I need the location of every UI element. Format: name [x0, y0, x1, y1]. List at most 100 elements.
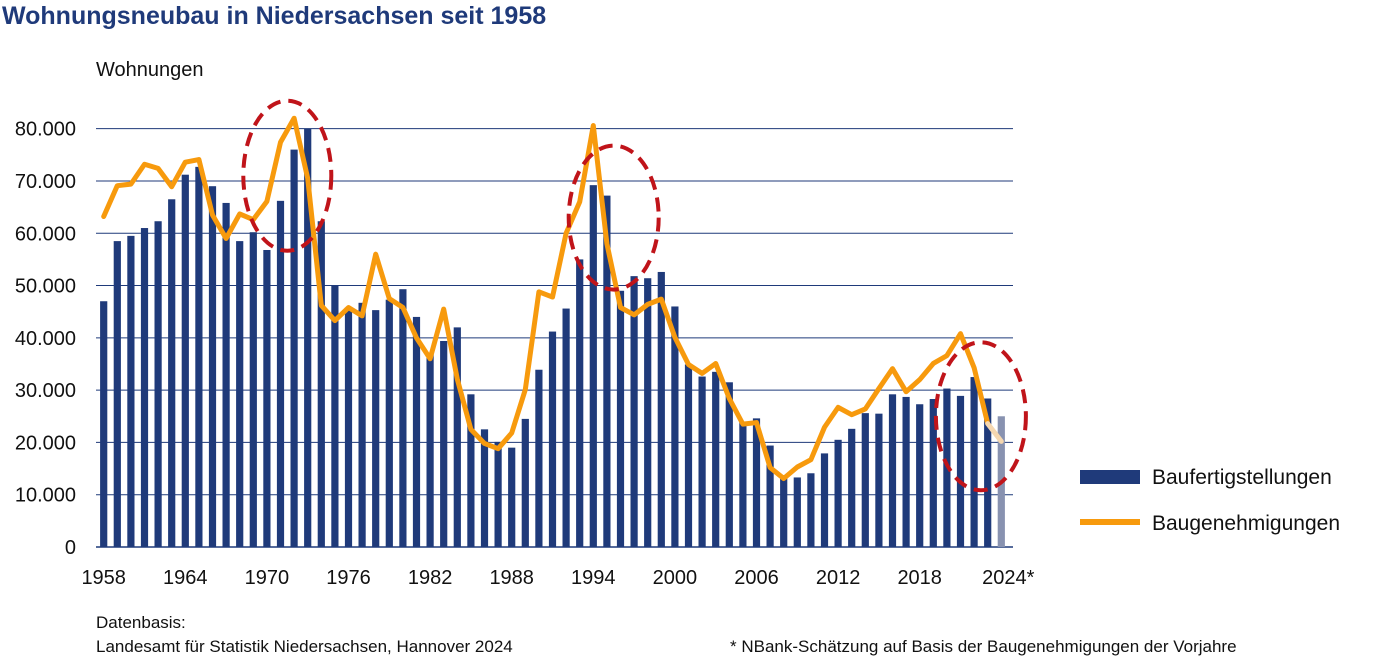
x-tick-label: 2000	[653, 567, 698, 589]
bar	[453, 327, 461, 547]
y-tick-label: 50.000	[15, 276, 76, 298]
bar	[181, 174, 189, 548]
bar	[385, 299, 393, 547]
bar	[780, 475, 788, 547]
y-axis-label: Wohnungen	[96, 59, 204, 81]
bar	[263, 249, 271, 547]
bar	[249, 232, 257, 547]
bar	[589, 185, 597, 547]
x-tick-label: 2012	[816, 567, 861, 589]
legend-swatch-bars	[1080, 470, 1140, 484]
bar	[725, 382, 733, 547]
highlight-circle	[933, 340, 1028, 493]
bar	[916, 404, 924, 547]
line-baugenehmigungen	[101, 115, 991, 482]
y-tick-label: 10.000	[15, 485, 76, 507]
y-tick-label: 0	[65, 537, 76, 559]
bar	[970, 377, 978, 547]
x-tick-label: 1982	[408, 567, 453, 589]
bar	[616, 290, 625, 547]
bar	[426, 354, 434, 547]
bar	[875, 413, 883, 547]
x-tick-label: 1994	[571, 567, 616, 589]
bar	[494, 441, 502, 547]
bar	[440, 340, 448, 547]
y-tick-labels: 0 10.000 20.000 30.000 40.000 50.000 60.000 70.…	[15, 119, 76, 559]
x-tick-label: 1976	[326, 567, 371, 589]
bar	[712, 371, 720, 547]
bar	[222, 202, 230, 547]
line-series	[101, 115, 1004, 482]
bar	[956, 395, 965, 547]
bar	[412, 316, 421, 547]
bar	[888, 394, 897, 547]
x-tick-label: 1958	[81, 567, 126, 589]
legend: Baufertigstellungen Baugenehmigungen	[1080, 466, 1340, 535]
bar	[317, 221, 325, 547]
bar	[684, 364, 693, 547]
bar	[644, 278, 652, 547]
bar	[698, 376, 706, 547]
bar	[127, 235, 135, 547]
bar	[535, 369, 543, 547]
source-text: Landesamt für Statistik Niedersachsen, H…	[96, 637, 513, 656]
bar	[480, 429, 489, 547]
bar	[521, 418, 529, 547]
x-tick-label: 2006	[734, 567, 779, 589]
bar	[929, 399, 937, 547]
bar	[168, 199, 176, 548]
bar	[562, 308, 570, 547]
bar	[848, 428, 856, 547]
highlight-circle	[241, 98, 334, 253]
x-tick-label: 2024*	[982, 567, 1034, 589]
footnote-estimate: * NBank-Schätzung auf Basis der Baugeneh…	[730, 637, 1237, 656]
bar	[508, 447, 516, 547]
bar	[236, 241, 244, 547]
bar	[834, 439, 842, 547]
bar	[861, 413, 869, 547]
bar	[576, 259, 584, 547]
bar	[603, 195, 611, 547]
bar	[820, 453, 829, 547]
bar	[902, 396, 910, 547]
bar	[548, 331, 557, 547]
bar-series	[100, 128, 1005, 548]
bar	[807, 473, 815, 547]
bar	[793, 477, 801, 547]
bar	[113, 241, 121, 547]
bar	[766, 445, 774, 547]
page-title: Wohnungsneubau in Niedersachsen seit 195…	[2, 2, 547, 30]
x-tick-label: 1970	[245, 567, 290, 589]
y-tick-label: 20.000	[15, 432, 76, 454]
bar	[140, 228, 149, 547]
bar	[208, 186, 217, 547]
bar	[671, 306, 679, 547]
bar	[344, 307, 353, 547]
x-tick-label: 2018	[897, 567, 942, 589]
bar	[154, 221, 162, 547]
bar	[739, 421, 747, 547]
bar	[984, 398, 992, 547]
bar	[331, 285, 339, 547]
x-tick-label: 1964	[163, 567, 208, 589]
bar	[752, 418, 761, 547]
y-tick-label: 40.000	[15, 328, 76, 350]
legend-label-bars: Baufertigstellungen	[1152, 466, 1332, 489]
bar	[358, 302, 366, 547]
bar	[304, 128, 312, 547]
y-tick-label: 70.000	[15, 171, 76, 193]
legend-label-line: Baugenehmigungen	[1152, 512, 1340, 535]
x-tick-label: 1988	[489, 567, 534, 589]
bar	[276, 200, 285, 547]
bar	[630, 276, 638, 547]
x-tick-labels: 1958 1964 1970 1976 1982 1988 1994 2000 2006 2012…	[81, 567, 1034, 589]
bar	[100, 301, 108, 547]
bar	[467, 394, 475, 547]
bar	[372, 310, 380, 547]
y-tick-label: 30.000	[15, 380, 76, 402]
bar	[195, 166, 203, 548]
y-tick-label: 60.000	[15, 223, 76, 245]
line-estimate-segment	[985, 421, 1004, 444]
highlight-circle	[566, 143, 661, 292]
